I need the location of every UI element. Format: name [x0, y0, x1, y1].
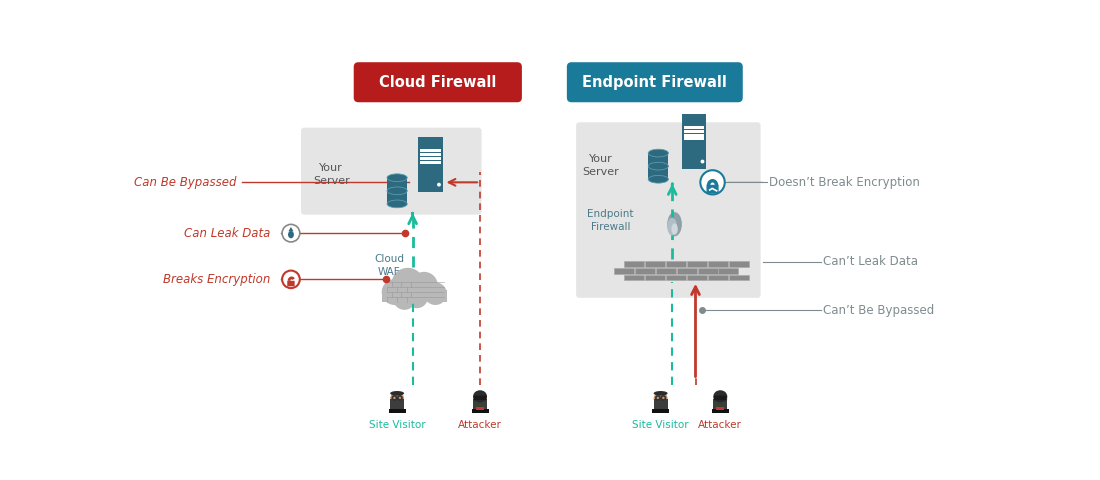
Bar [667, 261, 686, 267]
Bar [716, 407, 724, 410]
Ellipse shape [387, 187, 407, 195]
Circle shape [437, 183, 441, 187]
Text: Your
Server: Your Server [312, 163, 350, 186]
FancyBboxPatch shape [418, 137, 443, 192]
Bar [708, 261, 728, 267]
Text: Can’t Leak Data: Can’t Leak Data [824, 255, 918, 268]
Text: Can Be Bypassed: Can Be Bypassed [134, 176, 236, 189]
Bar [648, 153, 669, 179]
Bar [387, 178, 407, 204]
Bar [420, 149, 440, 152]
Text: Can Leak Data: Can Leak Data [185, 227, 271, 240]
Bar [420, 157, 440, 160]
Ellipse shape [288, 231, 294, 238]
Circle shape [392, 268, 424, 300]
Bar [729, 261, 749, 267]
Ellipse shape [648, 175, 669, 183]
Polygon shape [288, 227, 294, 231]
Ellipse shape [390, 391, 404, 396]
FancyBboxPatch shape [714, 396, 726, 400]
FancyBboxPatch shape [287, 281, 295, 287]
Bar [688, 261, 707, 267]
Bar [382, 290, 447, 302]
Text: Cloud
WAF: Cloud WAF [374, 254, 405, 277]
Bar [390, 399, 404, 410]
Bar [712, 409, 729, 413]
Ellipse shape [668, 212, 682, 236]
Circle shape [390, 392, 404, 406]
Ellipse shape [653, 391, 668, 396]
Circle shape [382, 279, 408, 305]
Ellipse shape [671, 223, 678, 235]
Circle shape [393, 287, 416, 310]
Ellipse shape [648, 149, 669, 157]
Text: Site Visitor: Site Visitor [368, 420, 426, 430]
FancyBboxPatch shape [301, 128, 482, 215]
Bar [635, 268, 654, 274]
Bar [697, 268, 717, 274]
FancyBboxPatch shape [566, 62, 742, 102]
Bar [420, 161, 440, 164]
Circle shape [701, 170, 725, 194]
Bar [625, 261, 645, 267]
Bar [476, 407, 484, 410]
Ellipse shape [648, 162, 669, 170]
Bar [646, 275, 666, 280]
Bar [614, 268, 634, 274]
Bar [684, 137, 704, 141]
FancyBboxPatch shape [706, 185, 718, 193]
Bar [420, 153, 440, 156]
Ellipse shape [713, 390, 727, 403]
Bar [625, 275, 645, 280]
Circle shape [473, 392, 487, 406]
Text: Attacker: Attacker [698, 420, 742, 430]
Text: Site Visitor: Site Visitor [632, 420, 689, 430]
Bar [653, 399, 668, 410]
Bar [652, 409, 669, 413]
Text: Breaks Encryption: Breaks Encryption [164, 273, 271, 286]
Bar [646, 261, 666, 267]
Bar [473, 399, 487, 410]
Bar [729, 275, 749, 280]
Circle shape [405, 286, 428, 308]
FancyBboxPatch shape [474, 396, 486, 400]
FancyBboxPatch shape [682, 114, 706, 169]
Bar [472, 409, 488, 413]
Ellipse shape [387, 174, 407, 181]
Text: Doesn’t Break Encryption: Doesn’t Break Encryption [769, 176, 920, 189]
Circle shape [410, 272, 438, 300]
Text: Endpoint
Firewall: Endpoint Firewall [587, 209, 634, 232]
FancyBboxPatch shape [354, 62, 521, 102]
Bar [667, 275, 686, 280]
Bar [676, 268, 696, 274]
Bar [688, 275, 707, 280]
Circle shape [282, 224, 300, 242]
Bar [388, 409, 406, 413]
Bar [684, 126, 704, 129]
Text: Cloud Firewall: Cloud Firewall [379, 75, 496, 90]
Text: Attacker: Attacker [458, 420, 502, 430]
Bar [684, 130, 704, 133]
Text: Can’t Be Bypassed: Can’t Be Bypassed [824, 304, 935, 317]
Bar [718, 268, 738, 274]
Ellipse shape [473, 390, 487, 403]
Circle shape [701, 160, 704, 164]
Text: Your
Server: Your Server [583, 154, 619, 177]
FancyBboxPatch shape [576, 122, 760, 298]
Bar [656, 268, 675, 274]
Ellipse shape [668, 218, 676, 236]
Bar [713, 399, 727, 410]
Ellipse shape [387, 200, 407, 208]
Circle shape [713, 392, 727, 406]
Bar [708, 275, 728, 280]
Circle shape [282, 271, 300, 288]
Circle shape [424, 282, 447, 305]
Circle shape [653, 392, 668, 406]
Bar [684, 133, 704, 137]
Text: Endpoint Firewall: Endpoint Firewall [582, 75, 727, 90]
